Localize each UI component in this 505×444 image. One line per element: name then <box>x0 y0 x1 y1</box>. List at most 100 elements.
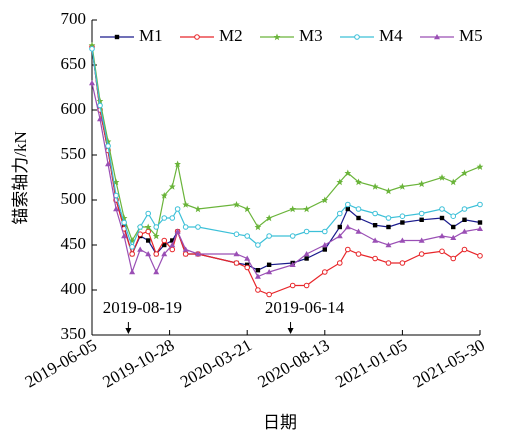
marker <box>372 237 379 243</box>
marker <box>355 206 362 212</box>
marker <box>303 251 310 257</box>
marker <box>462 217 467 222</box>
marker <box>418 180 425 188</box>
x-axis-label: 日期 <box>263 413 297 432</box>
marker <box>266 262 272 267</box>
marker <box>322 269 328 275</box>
marker <box>145 228 151 235</box>
legend-label: M3 <box>299 26 323 45</box>
marker <box>336 178 344 186</box>
marker <box>129 244 135 250</box>
marker <box>255 287 261 293</box>
marker <box>439 248 445 255</box>
marker <box>129 251 135 257</box>
series-line <box>91 82 481 278</box>
marker <box>371 183 379 190</box>
marker <box>439 233 446 239</box>
marker <box>345 201 351 208</box>
marker <box>418 237 425 243</box>
marker <box>477 225 483 231</box>
series-line <box>91 48 481 249</box>
marker <box>169 242 176 248</box>
marker <box>168 183 176 190</box>
marker <box>97 102 103 109</box>
marker <box>336 210 343 217</box>
marker <box>161 251 168 257</box>
marker <box>145 210 151 217</box>
marker <box>182 201 189 208</box>
marker <box>233 251 240 257</box>
marker <box>244 233 250 239</box>
marker <box>336 260 343 266</box>
x-tick-label: 2021-01-05 <box>332 335 410 391</box>
marker <box>438 174 446 181</box>
marker <box>233 231 240 237</box>
marker <box>476 163 484 170</box>
marker <box>345 206 351 212</box>
marker <box>399 213 406 219</box>
marker <box>385 260 392 266</box>
marker <box>105 143 111 149</box>
annotation: 2019-06-14 <box>265 298 345 317</box>
marker <box>418 251 425 257</box>
marker <box>385 215 392 221</box>
marker <box>322 228 328 235</box>
marker <box>265 214 273 222</box>
marker <box>289 282 296 289</box>
marker <box>289 205 296 213</box>
marker <box>385 187 392 195</box>
series-line <box>91 45 481 242</box>
marker <box>194 205 202 213</box>
marker <box>89 46 95 52</box>
marker <box>114 34 120 40</box>
marker <box>355 178 362 186</box>
x-tick-label: 2020-08-13 <box>255 335 333 391</box>
marker <box>355 251 362 257</box>
marker <box>137 231 143 237</box>
legend-label: M2 <box>219 26 243 45</box>
marker <box>439 206 445 212</box>
y-tick-label: 550 <box>61 144 87 163</box>
marker <box>254 223 262 231</box>
marker <box>399 183 406 190</box>
marker <box>477 201 483 208</box>
marker <box>461 206 468 212</box>
marker <box>153 224 160 230</box>
marker <box>152 232 160 240</box>
marker <box>129 269 136 275</box>
marker <box>304 256 309 261</box>
marker <box>337 224 342 230</box>
marker <box>266 269 273 275</box>
marker <box>113 206 120 212</box>
marker <box>434 34 440 40</box>
marker <box>450 213 457 219</box>
marker <box>321 196 329 204</box>
marker <box>162 242 167 248</box>
marker <box>450 234 457 240</box>
marker <box>289 261 296 267</box>
marker <box>170 238 175 243</box>
marker <box>145 238 151 243</box>
marker <box>169 246 176 253</box>
marker <box>451 224 456 230</box>
marker <box>137 224 143 230</box>
y-tick-label: 500 <box>61 189 87 208</box>
marker <box>233 260 240 266</box>
marker <box>303 282 310 289</box>
marker <box>266 233 272 239</box>
y-tick-label: 350 <box>61 324 87 343</box>
marker <box>372 210 378 217</box>
annotation: 2019-08-19 <box>103 298 182 317</box>
marker <box>461 246 468 253</box>
marker <box>96 97 104 105</box>
marker <box>355 228 362 234</box>
marker <box>160 192 168 199</box>
marker <box>161 237 168 244</box>
marker <box>399 260 406 266</box>
marker <box>344 224 351 230</box>
marker <box>356 215 361 221</box>
marker <box>461 169 468 177</box>
legend-label: M5 <box>459 26 483 45</box>
marker <box>105 161 112 167</box>
